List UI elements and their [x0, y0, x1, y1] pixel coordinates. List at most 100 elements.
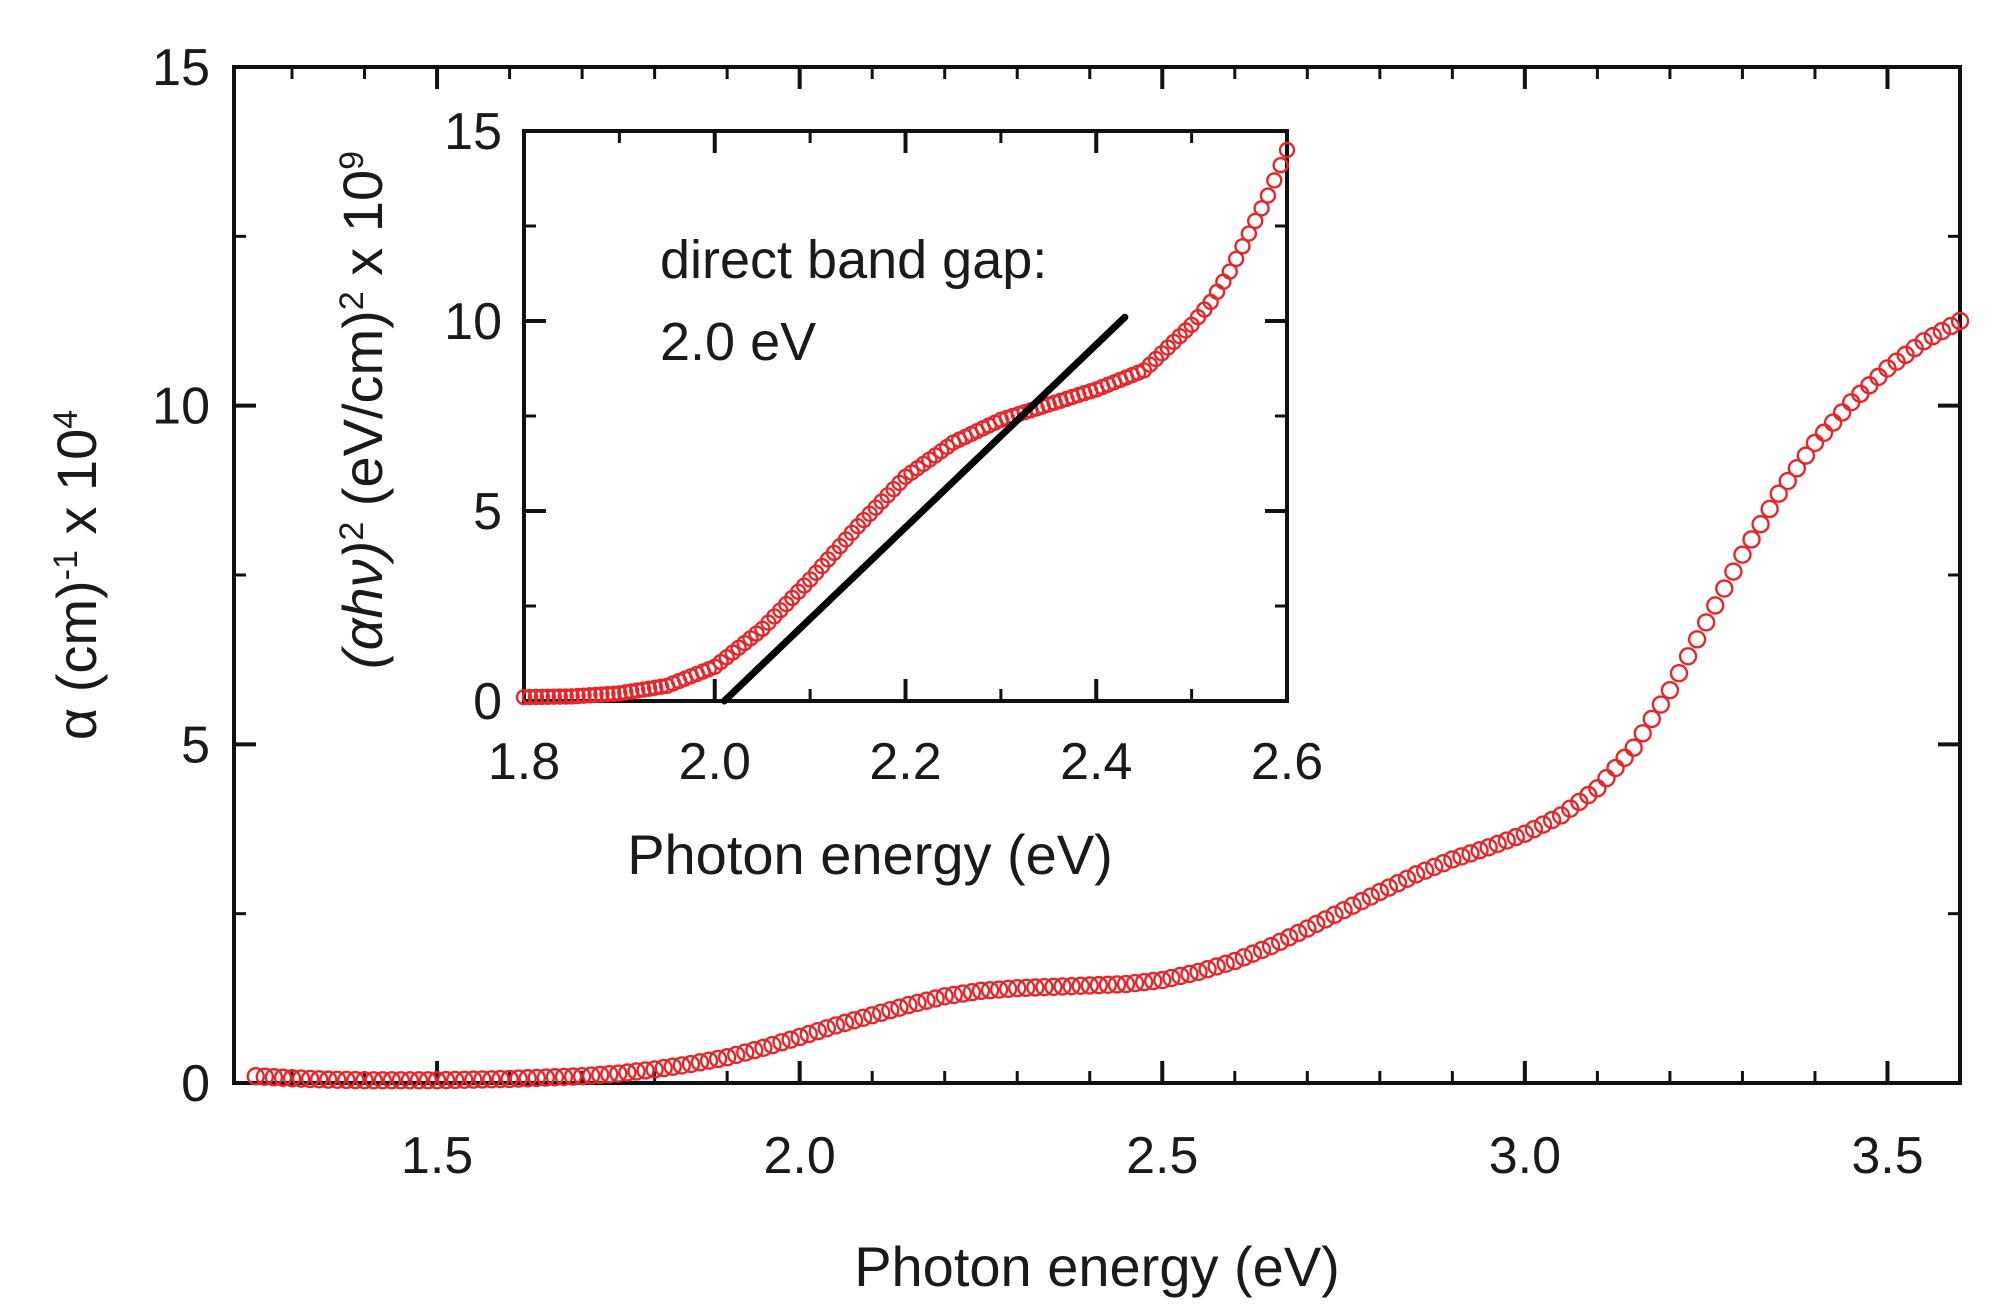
main-y-tick-label: 15	[152, 39, 210, 97]
main-data-point	[1678, 647, 1698, 666]
main-data-point	[1252, 940, 1272, 960]
main-data-point	[455, 1070, 474, 1089]
inset-data-point	[563, 688, 580, 705]
main-data-point	[1751, 515, 1770, 534]
inset-data-point	[635, 681, 652, 698]
main-data-point	[754, 1038, 773, 1057]
main-data-point	[1379, 878, 1399, 897]
inset-data-point	[575, 687, 592, 704]
main-data-point	[1814, 423, 1834, 442]
main-data-point	[1325, 905, 1344, 925]
main-data-point	[1461, 844, 1480, 863]
inset-x-tick-label: 2.0	[679, 733, 751, 791]
main-data-point	[1660, 680, 1680, 700]
main-data-point	[1615, 748, 1634, 768]
main-data-point	[745, 1040, 764, 1060]
main-data-point	[953, 984, 973, 1003]
main-data-point	[627, 1062, 646, 1081]
main-x-axis-title: Photon energy (eV)	[854, 1235, 1340, 1298]
inset-data-point	[527, 688, 545, 706]
main-data-point	[1261, 936, 1281, 956]
main-data-point	[373, 1071, 392, 1090]
main-x-tick-label: 2.5	[1126, 1127, 1198, 1185]
main-data-point	[282, 1069, 302, 1088]
inset-data-point	[1253, 200, 1270, 217]
main-data-point	[1805, 433, 1825, 453]
main-data-point	[1778, 471, 1797, 491]
main-data-point	[572, 1067, 592, 1086]
main-plot: 1.5 2.0 2.5 3.0 3.5 0 5 10 15 Photon energy (eV…	[45, 39, 1970, 1298]
main-y-tick-labels: 0 5 10 15	[152, 39, 210, 1113]
main-data-point	[482, 1070, 501, 1089]
main-data-point	[808, 1021, 827, 1041]
main-data-point	[1008, 978, 1027, 998]
inset-x-tick-label: 2.6	[1251, 733, 1323, 791]
main-data-point	[998, 979, 1018, 999]
main-data-point	[1053, 977, 1072, 996]
inset-data-point	[599, 685, 616, 703]
main-data-point	[1270, 932, 1290, 951]
main-data-point	[600, 1064, 619, 1084]
main-data-point	[1370, 882, 1390, 902]
main-data-point	[291, 1069, 311, 1088]
main-data-point	[1180, 964, 1199, 984]
inset-data-point	[581, 687, 598, 704]
main-data-point	[690, 1053, 710, 1072]
main-data-point	[917, 991, 936, 1010]
main-data-point	[1624, 738, 1643, 757]
main-data-point	[717, 1048, 737, 1067]
inset-x-tick-label: 2.4	[1060, 733, 1132, 791]
inset-ticks	[522, 129, 1289, 703]
main-data-point	[1923, 327, 1943, 346]
main-data-point	[826, 1016, 846, 1035]
main-data-point	[862, 1006, 882, 1025]
main-data-point	[382, 1071, 401, 1090]
main-data-point	[1307, 914, 1326, 934]
main-data-point	[1134, 972, 1154, 992]
main-data-point	[1696, 613, 1716, 632]
main-data-point	[727, 1045, 746, 1065]
main-ticks	[234, 65, 1960, 1085]
main-data-point	[1352, 891, 1371, 911]
inset-data-point	[533, 688, 551, 706]
inset-data-points	[515, 141, 1296, 706]
main-data-point	[518, 1069, 537, 1088]
main-data-point	[500, 1069, 519, 1089]
main-data-point	[1116, 974, 1136, 994]
inset-annotation-line2: 2.0 eV	[660, 312, 816, 372]
main-data-point	[672, 1056, 692, 1075]
main-data-points	[246, 311, 1970, 1090]
main-data-point	[427, 1071, 447, 1090]
main-x-tick-labels: 1.5 2.0 2.5 3.0 3.5	[401, 1127, 1924, 1185]
main-data-point	[1198, 960, 1217, 979]
main-data-point	[509, 1069, 528, 1088]
main-x-tick-label: 2.0	[764, 1127, 836, 1185]
main-data-point	[1733, 545, 1752, 564]
main-data-point	[799, 1024, 818, 1044]
main-data-point	[337, 1070, 356, 1090]
main-data-point	[328, 1070, 347, 1089]
main-data-point	[989, 980, 1009, 999]
inset-y-tick-label: 15	[444, 103, 502, 161]
main-data-point	[1542, 810, 1562, 830]
inset-x-tick-label: 2.2	[869, 733, 941, 791]
inset-data-point	[629, 682, 646, 699]
main-data-point	[1443, 850, 1462, 869]
main-data-point	[1234, 948, 1254, 967]
main-data-point	[346, 1070, 365, 1090]
main-data-point	[1706, 596, 1725, 615]
main-data-point	[1515, 824, 1535, 843]
main-data-point	[536, 1068, 556, 1087]
main-x-tick-label: 1.5	[401, 1127, 473, 1185]
main-data-point	[364, 1071, 383, 1090]
main-data-point	[554, 1067, 574, 1087]
main-data-point	[1406, 865, 1426, 884]
inset-data-point	[611, 685, 628, 702]
main-data-point	[1434, 854, 1453, 873]
main-data-point	[400, 1071, 420, 1090]
main-data-point	[790, 1027, 809, 1047]
inset-data-point	[1259, 187, 1277, 204]
main-data-point	[1098, 975, 1118, 994]
main-data-point	[881, 1000, 900, 1020]
